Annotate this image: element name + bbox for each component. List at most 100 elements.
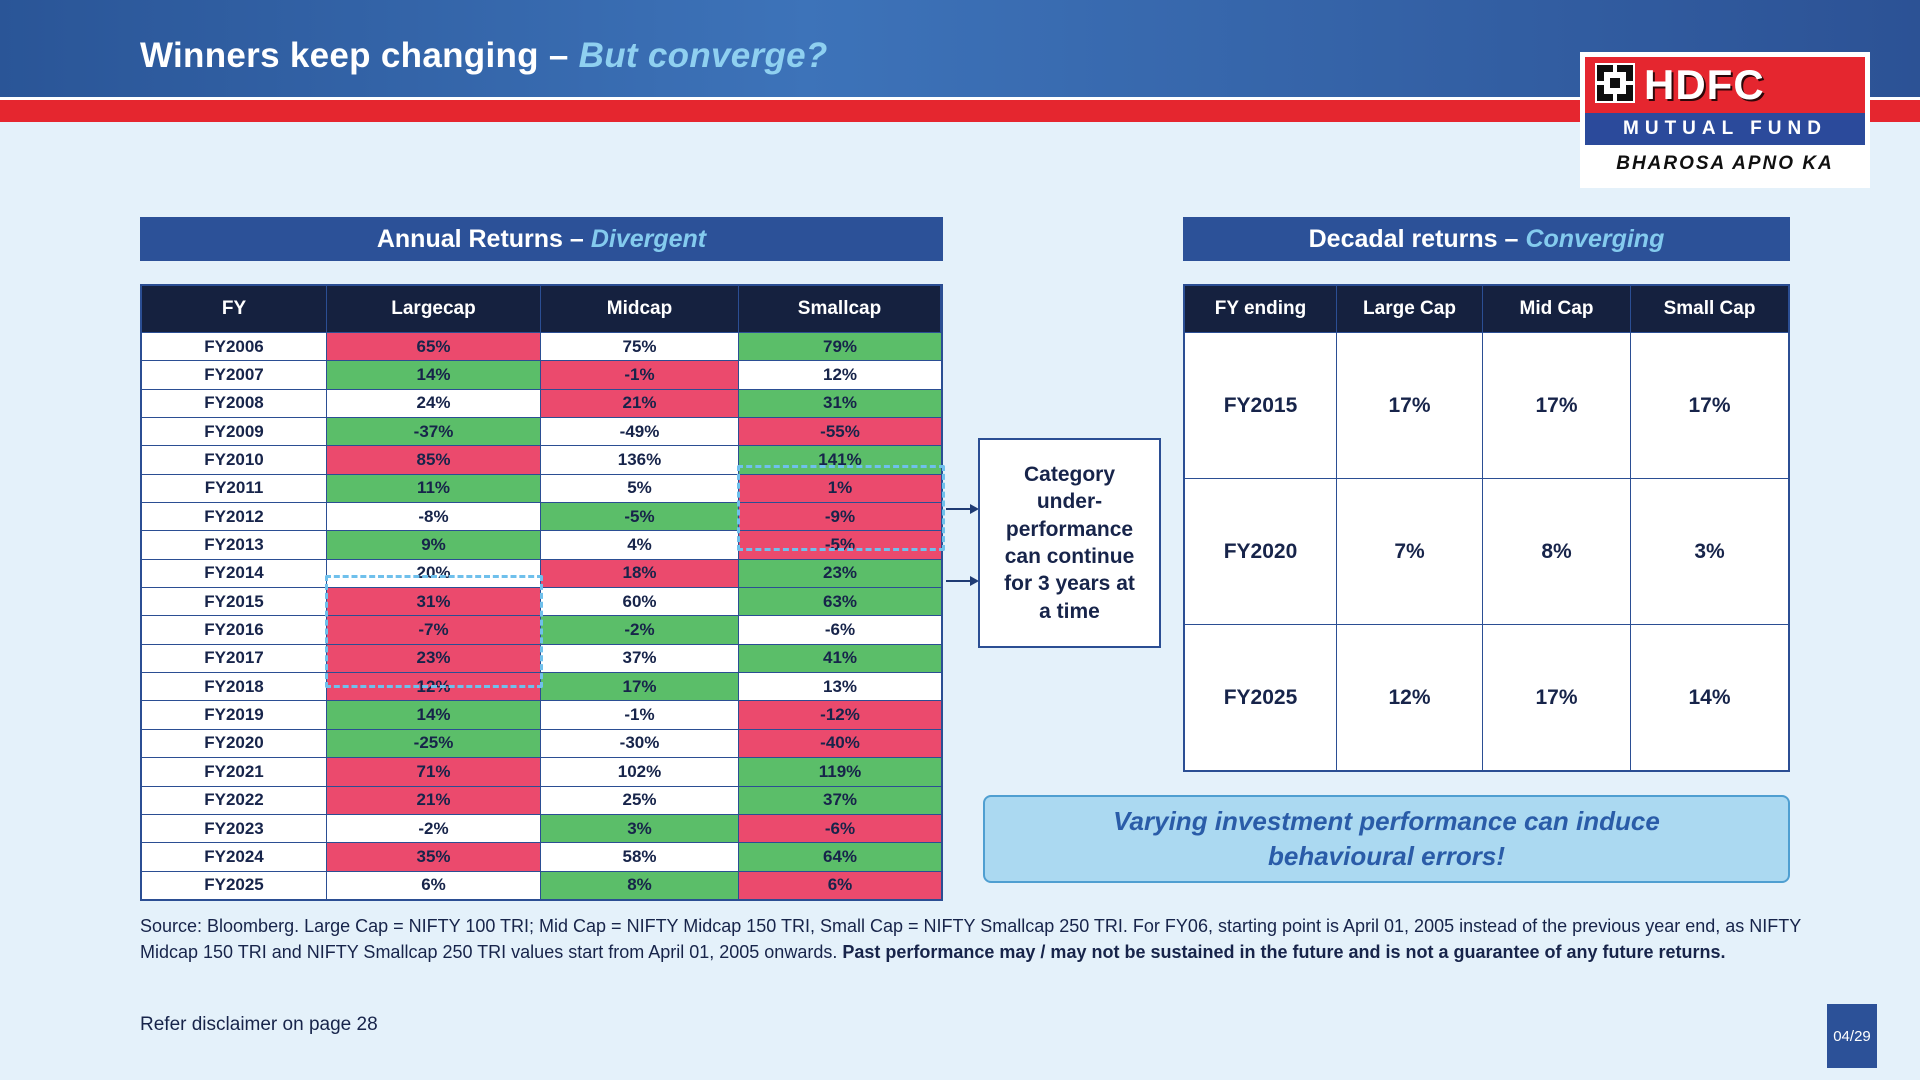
page-number-badge: 04/29	[1827, 1004, 1877, 1068]
column-header: Mid Cap	[1483, 286, 1631, 332]
return-cell: 24%	[327, 389, 541, 418]
hdfc-wordmark: HDFC	[1644, 61, 1765, 108]
table-row: FY2012 -8% -5% -9%	[142, 502, 941, 531]
return-cell: -1%	[541, 701, 739, 729]
return-cell: 12%	[1337, 625, 1483, 770]
return-cell: 102%	[541, 758, 739, 786]
return-cell: 75%	[541, 333, 739, 361]
return-cell: 8%	[541, 871, 739, 899]
fy-label: FY2018	[142, 673, 327, 701]
fy-label: FY2019	[142, 701, 327, 729]
return-cell: 60%	[541, 588, 739, 616]
table-row: FY2010 85% 136% 141%	[142, 445, 941, 474]
column-header: Largecap	[327, 286, 541, 332]
column-header: Large Cap	[1337, 286, 1483, 332]
return-cell: -2%	[327, 814, 541, 843]
largecap-underperformance-highlight	[325, 575, 543, 688]
smallcap-underperformance-highlight	[737, 465, 945, 551]
slide-header: Winners keep changing – But converge?	[0, 0, 1920, 97]
return-cell: -5%	[739, 531, 941, 559]
annual-title-accent: Divergent	[590, 224, 707, 253]
return-cell: 119%	[739, 758, 941, 786]
return-cell: -49%	[541, 418, 739, 446]
return-cell: 31%	[739, 389, 941, 418]
annual-returns-title: Annual Returns – Divergent	[140, 217, 943, 261]
table-row: FY2021 71% 102% 119%	[142, 757, 941, 786]
table-row: FY2023 -2% 3% -6%	[142, 813, 941, 843]
fy-label: FY2006	[142, 333, 327, 361]
return-cell: 41%	[739, 644, 941, 673]
column-header: Small Cap	[1663, 298, 1756, 319]
return-cell: 18%	[541, 559, 739, 588]
return-cell: 17%	[541, 673, 739, 701]
return-cell: 37%	[541, 644, 739, 673]
callout-arrow-bottom	[946, 576, 979, 586]
return-cell: -8%	[327, 503, 541, 531]
behavioural-errors-text: Varying investment performance can induc…	[1113, 805, 1660, 871]
fy-label: FY2007	[142, 361, 327, 389]
behavioural-errors-note: Varying investment performance can induc…	[983, 795, 1790, 883]
return-cell: 79%	[739, 333, 941, 361]
return-cell: -1%	[541, 361, 739, 389]
callout-arrow-top	[946, 504, 979, 514]
table-row: FY2025 6% 8% 6%	[142, 870, 941, 899]
hdfc-logo-top: HDFC	[1585, 57, 1865, 113]
page-title-accent: But converge?	[578, 35, 828, 75]
return-cell: 14%	[327, 701, 541, 729]
fy-label: FY2025	[1185, 625, 1337, 770]
fy-label: FY2011	[142, 474, 327, 503]
column-header: Midcap	[541, 286, 739, 332]
fy-label: FY2008	[142, 389, 327, 418]
return-cell: -55%	[739, 418, 941, 446]
fy-label: FY2009	[142, 418, 327, 446]
callout-text: Category under- performance can continue…	[1004, 463, 1135, 623]
return-cell: -6%	[739, 814, 941, 843]
return-cell: -30%	[541, 729, 739, 758]
fy-label: FY2022	[142, 786, 327, 814]
return-cell: 4%	[541, 531, 739, 559]
return-cell: 8%	[1483, 479, 1631, 624]
fy-label: FY2012	[142, 503, 327, 531]
fy-label: FY2021	[142, 758, 327, 786]
return-cell: 6%	[739, 871, 941, 899]
return-cell: 14%	[1688, 685, 1731, 709]
table-row: FY2024 35% 58% 64%	[142, 842, 941, 871]
mutual-fund-label: MUTUAL FUND	[1585, 113, 1865, 145]
return-cell: 21%	[327, 786, 541, 814]
decadal-returns-title: Decadal returns – Converging	[1183, 217, 1790, 261]
table-row: FY2014 20% 18% 23%	[142, 558, 941, 588]
fy-label: FY2023	[142, 814, 327, 843]
return-cell: 23%	[327, 644, 541, 673]
fy-label: FY2020	[142, 729, 327, 758]
decadal-title-plain: Decadal returns –	[1308, 224, 1519, 253]
logo-tagline: BHAROSA APNO KA	[1585, 145, 1865, 183]
fy-label: FY2025	[142, 871, 327, 899]
table-row: FY2019 14% -1% -12%	[142, 700, 941, 729]
fy-label: FY2020	[1185, 479, 1337, 624]
disclaimer-text: Refer disclaimer on page 28	[140, 1014, 378, 1035]
table-row: FY2015 17% 17% 17%	[1185, 332, 1788, 478]
return-cell: -37%	[327, 418, 541, 446]
return-cell: 6%	[327, 871, 541, 899]
return-cell: 11%	[327, 474, 541, 503]
fy-label: FY2014	[142, 559, 327, 588]
return-cell: 9%	[327, 531, 541, 559]
return-cell: 25%	[541, 786, 739, 814]
return-cell: 17%	[1483, 625, 1631, 770]
return-cell: -9%	[739, 503, 941, 531]
table-row: FY2006 65% 75% 79%	[142, 332, 941, 361]
page-title: Winners keep changing – But converge?	[0, 22, 828, 76]
return-cell: 13%	[739, 673, 941, 701]
return-cell: 3%	[541, 814, 739, 843]
hdfc-logo: HDFC MUTUAL FUND BHAROSA APNO KA	[1580, 52, 1870, 188]
return-cell: 5%	[541, 474, 739, 503]
table-row: FY2022 21% 25% 37%	[142, 785, 941, 814]
return-cell: 17%	[1337, 333, 1483, 478]
red-stripe	[0, 100, 1920, 122]
return-cell: 37%	[739, 786, 941, 814]
page-title-plain: Winners keep changing –	[140, 35, 579, 75]
fy-label: FY2015	[142, 588, 327, 616]
return-cell: 63%	[739, 588, 941, 616]
source-footnote: Source: Bloomberg. Large Cap = NIFTY 100…	[140, 914, 1805, 965]
